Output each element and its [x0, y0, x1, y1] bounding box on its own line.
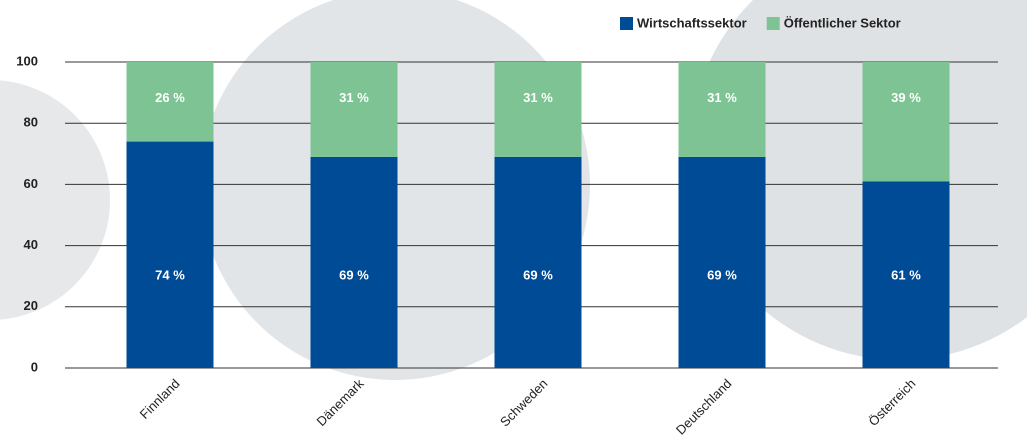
value-label: 69 %: [707, 268, 737, 283]
x-tick-label: Deutschland: [673, 376, 735, 438]
y-tick-label: 80: [24, 115, 38, 130]
legend-swatch: [767, 17, 780, 30]
bar-segment: [127, 142, 214, 368]
legend-swatch: [620, 17, 633, 30]
bar-segment: [679, 157, 766, 368]
bar-segment: [495, 62, 582, 157]
y-tick-label: 20: [24, 298, 38, 313]
bar-segment: [863, 62, 950, 181]
value-label: 31 %: [339, 90, 369, 105]
value-label: 69 %: [523, 268, 553, 283]
y-tick-label: 40: [24, 237, 38, 252]
x-tick-label: Schweden: [497, 376, 551, 430]
y-tick-label: 100: [16, 53, 38, 68]
y-tick-label: 60: [24, 176, 38, 191]
value-label: 61 %: [891, 268, 921, 283]
background-circle: [0, 80, 110, 320]
value-label: 74 %: [155, 268, 185, 283]
bar-segment: [311, 62, 398, 157]
value-label: 31 %: [523, 90, 553, 105]
value-label: 31 %: [707, 90, 737, 105]
value-label: 69 %: [339, 268, 369, 283]
legend-label: Wirtschaftssektor: [637, 15, 747, 30]
value-label: 39 %: [891, 90, 921, 105]
y-tick-label: 0: [31, 359, 38, 374]
bar-segment: [679, 62, 766, 157]
x-tick-label: Österreich: [866, 376, 919, 429]
x-tick-label: Finnland: [137, 376, 183, 422]
value-label: 26 %: [155, 90, 185, 105]
chart: 0 20 40 60 80 100 74 % 26 % Finnland 69 % 31 % Däne…: [0, 0, 1027, 443]
x-tick-label: Dänemark: [314, 376, 367, 429]
bar-segment: [311, 157, 398, 368]
legend-label: Öffentlicher Sektor: [784, 15, 901, 30]
bar-segment: [495, 157, 582, 368]
